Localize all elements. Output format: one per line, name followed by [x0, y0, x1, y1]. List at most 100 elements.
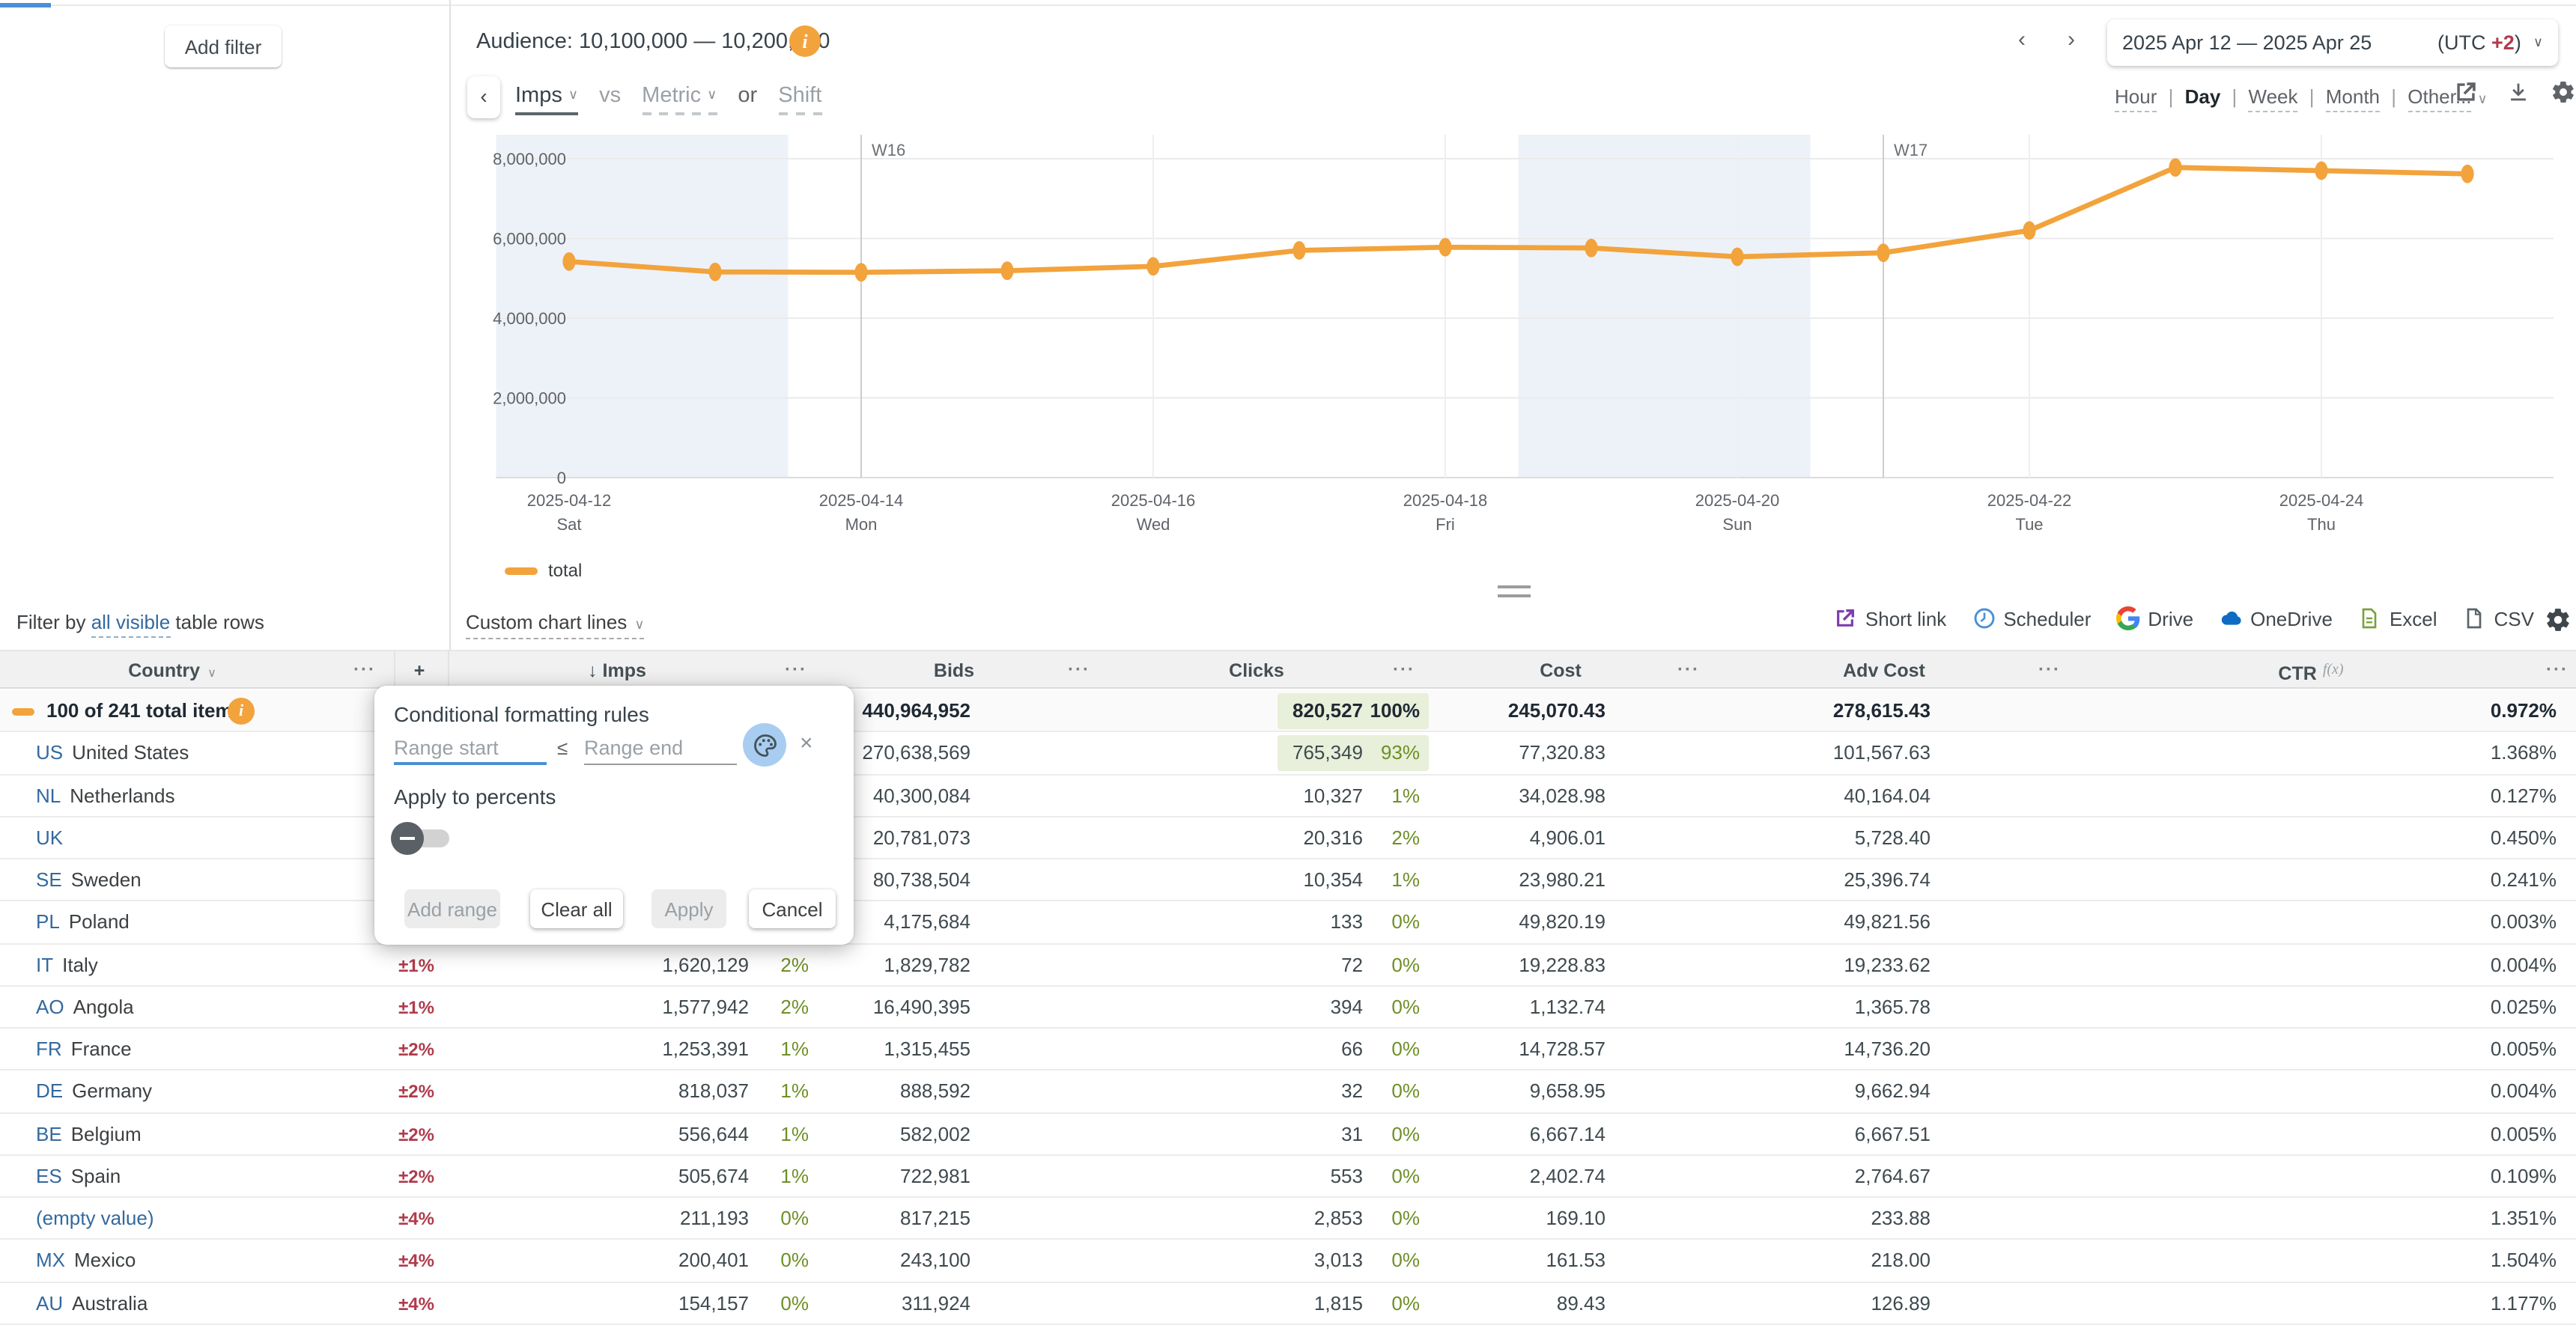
country-cell[interactable]: NL Netherlands: [36, 775, 174, 817]
country-cell[interactable]: FR France: [36, 1029, 132, 1070]
excel-button[interactable]: Excel: [2358, 606, 2437, 630]
secondary-metric-dropdown[interactable]: Metric ∨: [642, 84, 717, 115]
table-row[interactable]: MX Mexico ±4% 200,401 0% 243,100 3,013 0% 161.53…: [0, 1240, 2576, 1282]
country-cell[interactable]: IT Italy: [36, 944, 98, 986]
clicks-value: 10,354: [1303, 868, 1363, 891]
clicks-menu-icon[interactable]: ···: [1393, 659, 1415, 680]
gear-icon[interactable]: [2545, 606, 2572, 633]
date-prev-button[interactable]: ‹: [2018, 27, 2026, 52]
apply-button[interactable]: Apply: [651, 889, 726, 928]
column-header-country[interactable]: Country ∨: [128, 660, 216, 681]
country-cell[interactable]: BE Belgium: [36, 1113, 142, 1155]
cost-value: 4,906.01: [1529, 826, 1606, 849]
cancel-button[interactable]: Cancel: [749, 889, 836, 928]
country-menu-icon[interactable]: ···: [353, 659, 376, 680]
cost-menu-icon[interactable]: ···: [1677, 659, 1700, 680]
adv-cost-value: 14,736.20: [1844, 1038, 1931, 1060]
column-header-ctr[interactable]: CTR f(x): [2278, 662, 2344, 684]
granularity-option-day[interactable]: Day: [2184, 85, 2221, 108]
country-code: IT: [36, 953, 54, 975]
external-link-icon: [1834, 606, 1858, 630]
accuracy-badge: ±4%: [398, 1208, 434, 1229]
range-start-input[interactable]: [394, 732, 547, 765]
column-header-clicks[interactable]: Clicks: [1229, 660, 1284, 681]
granularity-option-month[interactable]: Month: [2325, 85, 2381, 112]
adv-cost-menu-icon[interactable]: ···: [2038, 659, 2061, 680]
gear-icon[interactable]: [2551, 79, 2576, 106]
column-header-imps[interactable]: ↓ Imps: [588, 660, 646, 681]
primary-metric-dropdown[interactable]: Imps ∨: [515, 84, 579, 115]
csv-button[interactable]: CSV: [2463, 606, 2534, 630]
country-name: Poland: [68, 910, 130, 933]
ctr-menu-icon[interactable]: ···: [2546, 659, 2569, 680]
add-filter-button[interactable]: Add filter: [165, 25, 282, 67]
chart-back-button[interactable]: ‹: [467, 76, 500, 118]
adv-cost-value: 218.00: [1871, 1249, 1931, 1272]
export-label: CSV: [2494, 607, 2534, 630]
column-header-bids[interactable]: Bids: [933, 660, 975, 681]
add-range-button[interactable]: Add range: [404, 889, 500, 928]
timeseries-chart[interactable]: 0 2,000,000 4,000,000 6,000,000 8,000,000 W16…: [464, 132, 2576, 551]
granularity-option-other[interactable]: Other...: [2408, 85, 2472, 112]
imps-menu-icon[interactable]: ···: [785, 659, 807, 680]
palette-icon[interactable]: [743, 723, 786, 767]
svg-text:8,000,000: 8,000,000: [493, 150, 566, 168]
chart-resize-handle[interactable]: [1498, 585, 1531, 599]
add-column-button[interactable]: +: [413, 660, 425, 681]
country-cell[interactable]: ES Spain: [36, 1156, 121, 1198]
apply-to-percents-toggle[interactable]: [391, 822, 454, 855]
table-row[interactable]: ES Spain ±2% 505,674 1% 722,981 553 0% 2,402.74 2…: [0, 1155, 2576, 1198]
shift-toggle[interactable]: Shift: [778, 84, 822, 115]
download-icon[interactable]: [2506, 79, 2533, 106]
country-cell[interactable]: PL Poland: [36, 902, 130, 944]
bids-value: 440,964,952: [862, 699, 970, 722]
total-items-label: 100 of 241 total items: [46, 699, 243, 722]
date-next-button[interactable]: ›: [2068, 27, 2075, 52]
country-name: (empty value): [36, 1207, 154, 1229]
country-cell[interactable]: MX Mexico: [36, 1240, 136, 1282]
svg-text:Thu: Thu: [2307, 515, 2336, 534]
country-name: Netherlands: [70, 784, 175, 806]
granularity-option-hour[interactable]: Hour: [2115, 85, 2157, 112]
date-range-picker[interactable]: 2025 Apr 12 — 2025 Apr 25 (UTC +2) ∨: [2107, 19, 2558, 66]
svg-text:W17: W17: [1894, 141, 1928, 159]
country-code: UK: [36, 826, 64, 849]
country-cell[interactable]: DE Germany: [36, 1071, 152, 1113]
range-end-input[interactable]: [584, 732, 737, 765]
close-icon[interactable]: ×: [800, 731, 813, 756]
bids-menu-icon[interactable]: ···: [1068, 659, 1090, 680]
country-cell[interactable]: AO Angola: [36, 987, 134, 1029]
info-icon[interactable]: i: [228, 698, 255, 725]
table-row[interactable]: AO Angola ±1% 1,577,942 2% 16,490,395 394 0% 1,1…: [0, 986, 2576, 1029]
info-icon[interactable]: i: [789, 25, 821, 57]
country-cell[interactable]: AU Australia: [36, 1282, 148, 1324]
table-row[interactable]: (empty value) ±4% 211,193 0% 817,215 2,853 0% 1…: [0, 1198, 2576, 1240]
country-name: United States: [72, 741, 189, 764]
clicks-value: 765,349: [1292, 741, 1363, 764]
popup-title: Conditional formatting rules: [394, 702, 649, 726]
table-row[interactable]: FR France ±2% 1,253,391 1% 1,315,455 66 0% 14,72…: [0, 1029, 2576, 1071]
country-cell[interactable]: (empty value): [36, 1198, 154, 1240]
open-external-icon[interactable]: [2453, 79, 2480, 106]
svg-text:Sat: Sat: [556, 515, 581, 534]
country-cell[interactable]: UK: [36, 817, 63, 859]
table-row[interactable]: IT Italy ±1% 1,620,129 2% 1,829,782 72 0% 19,228…: [0, 944, 2576, 987]
chevron-down-icon: ∨: [2533, 34, 2543, 49]
drive-button[interactable]: Drive: [2116, 606, 2193, 630]
bids-value: 40,300,084: [872, 784, 970, 806]
column-header-cost[interactable]: Cost: [1540, 660, 1582, 681]
country-cell[interactable]: US United States: [36, 733, 189, 775]
granularity-option-week[interactable]: Week: [2248, 85, 2298, 112]
short-link-button[interactable]: Short link: [1834, 606, 1946, 630]
column-header-adv-cost[interactable]: Adv Cost: [1843, 660, 1925, 681]
country-cell[interactable]: SE Sweden: [36, 859, 142, 901]
table-row[interactable]: DE Germany ±2% 818,037 1% 888,592 32 0% 9,658.95…: [0, 1070, 2576, 1113]
table-row[interactable]: AU Australia ±4% 154,157 0% 311,924 1,815 0% 89.…: [0, 1282, 2576, 1325]
filter-scope-link[interactable]: all visible: [91, 611, 171, 638]
onedrive-button[interactable]: OneDrive: [2219, 606, 2333, 630]
custom-chart-lines-dropdown[interactable]: Custom chart lines ∨: [466, 611, 645, 639]
table-row[interactable]: BE Belgium ±2% 556,644 1% 582,002 31 0% 6,667.14…: [0, 1113, 2576, 1156]
clock-icon: [1972, 606, 1996, 630]
scheduler-button[interactable]: Scheduler: [1972, 606, 2091, 630]
clear-all-button[interactable]: Clear all: [530, 889, 623, 928]
